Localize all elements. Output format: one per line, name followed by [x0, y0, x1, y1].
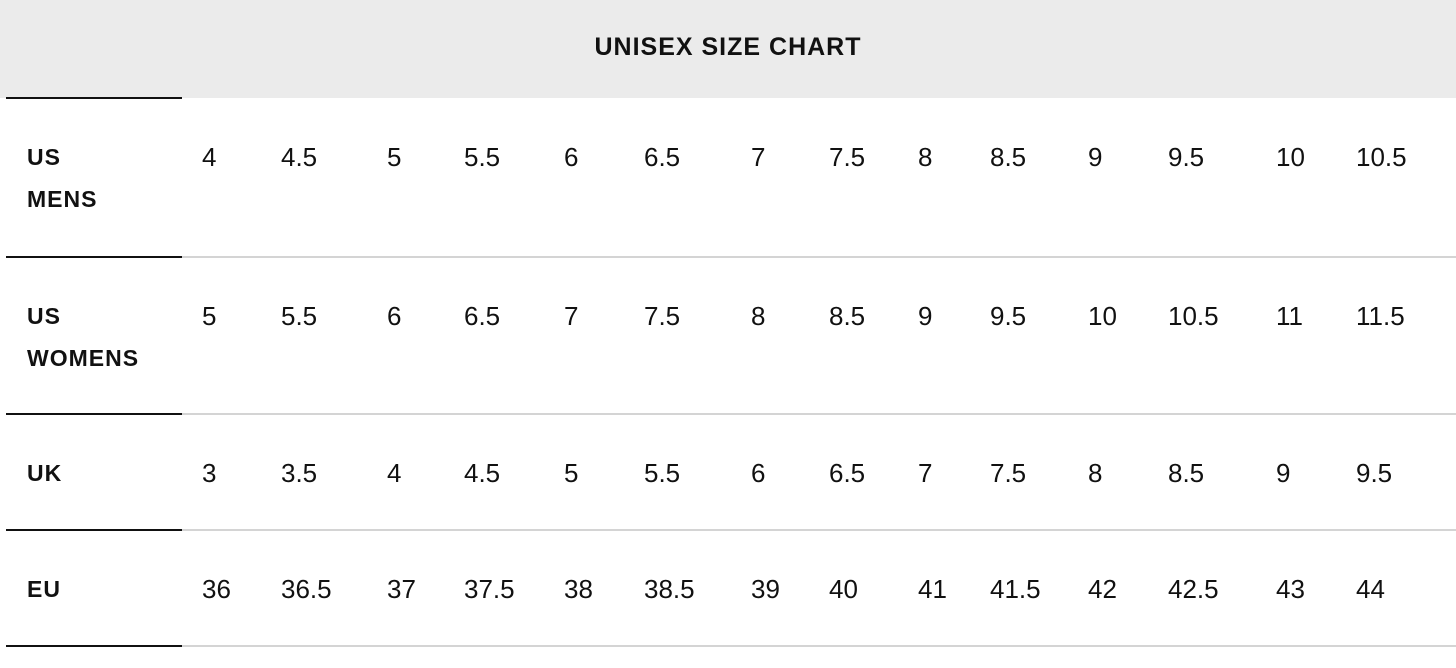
row-divider-label	[6, 256, 182, 258]
size-cell: 10	[1088, 301, 1117, 331]
size-cell: 7.5	[990, 458, 1027, 488]
size-cell: 8	[1088, 458, 1103, 488]
size-cell: 9.5	[990, 301, 1027, 331]
size-cell: 7.5	[829, 142, 866, 172]
size-cell: 10.5	[1356, 142, 1407, 172]
row-divider	[182, 256, 1456, 258]
size-cell: 44	[1356, 574, 1385, 604]
size-cell: 6	[564, 142, 579, 172]
chart-header: UNISEX SIZE CHART	[0, 0, 1456, 98]
size-cell: 6.5	[464, 301, 501, 331]
size-cell: 4.5	[281, 142, 318, 172]
size-cell: 38	[564, 574, 593, 604]
size-cell: 37.5	[464, 574, 515, 604]
size-cell: 5	[387, 142, 402, 172]
size-cell: 8.5	[829, 301, 866, 331]
size-cell: 5	[202, 301, 217, 331]
row-divider-label	[6, 97, 182, 99]
size-cell: 5.5	[464, 142, 501, 172]
size-cell: 3	[202, 458, 217, 488]
size-cell: 8	[918, 142, 933, 172]
row-label-line: MENS	[27, 186, 98, 212]
row-divider	[182, 645, 1456, 647]
size-cell: 5.5	[644, 458, 681, 488]
size-cell: 9.5	[1168, 142, 1205, 172]
size-cell: 11	[1276, 301, 1303, 331]
size-cell: 40	[829, 574, 858, 604]
size-cell: 37	[387, 574, 416, 604]
size-cell: 6.5	[644, 142, 681, 172]
size-cell: 42.5	[1168, 574, 1219, 604]
row-label: EU	[27, 568, 61, 610]
row-label-line: US	[27, 303, 61, 329]
size-cell: 5.5	[281, 301, 318, 331]
row-divider-label	[6, 413, 182, 415]
row-divider	[182, 529, 1456, 531]
row-label-line: US	[27, 144, 61, 170]
size-cell: 3.5	[281, 458, 318, 488]
size-cell: 7	[564, 301, 579, 331]
row-label-line: UK	[27, 460, 63, 486]
size-cell: 7.5	[644, 301, 681, 331]
size-cell: 41.5	[990, 574, 1041, 604]
row-label: UK	[27, 452, 62, 494]
size-cell: 6	[751, 458, 766, 488]
size-cell: 9.5	[1356, 458, 1393, 488]
size-cell: 39	[751, 574, 780, 604]
size-cell: 43	[1276, 574, 1305, 604]
size-cell: 42	[1088, 574, 1117, 604]
size-cell: 9	[918, 301, 933, 331]
size-cell: 10	[1276, 142, 1305, 172]
size-cell: 9	[1276, 458, 1291, 488]
size-cell: 36	[202, 574, 231, 604]
size-cell: 11.5	[1356, 301, 1405, 331]
size-cell: 8	[751, 301, 766, 331]
row-label: US WOMENS	[27, 295, 139, 379]
row-label-line: EU	[27, 576, 61, 602]
size-cell: 8.5	[990, 142, 1027, 172]
size-cell: 5	[564, 458, 579, 488]
size-cell: 8.5	[1168, 458, 1205, 488]
size-cell: 4.5	[464, 458, 501, 488]
size-cell: 6	[387, 301, 402, 331]
size-cell: 4	[202, 142, 217, 172]
row-divider-label	[6, 529, 182, 531]
row-divider	[182, 413, 1456, 415]
size-cell: 36.5	[281, 574, 332, 604]
row-divider-label	[6, 645, 182, 647]
size-cell: 10.5	[1168, 301, 1219, 331]
size-cell: 41	[918, 574, 947, 604]
size-cell: 38.5	[644, 574, 695, 604]
row-label-line: WOMENS	[27, 345, 140, 371]
chart-title: UNISEX SIZE CHART	[594, 33, 862, 61]
size-cell: 6.5	[829, 458, 866, 488]
size-cell: 4	[387, 458, 402, 488]
size-cell: 7	[918, 458, 933, 488]
row-label: US MENS	[27, 136, 97, 220]
size-cell: 7	[751, 142, 766, 172]
size-cell: 9	[1088, 142, 1103, 172]
